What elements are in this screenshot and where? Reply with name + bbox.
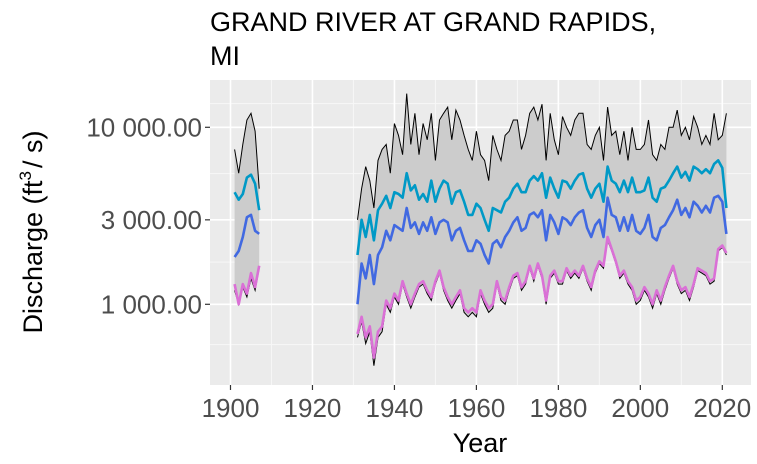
x-tick-label: 2000	[611, 393, 669, 423]
y-tick-label: 10 000.00	[86, 112, 202, 142]
x-tick-label: 1920	[284, 393, 342, 423]
series-lower-line-segment-1	[356, 235, 728, 359]
discharge-range-ribbons	[234, 93, 727, 366]
x-tick-label: 1960	[447, 393, 505, 423]
x-tick-label: 1980	[529, 393, 587, 423]
y-tick-label: 3 000.00	[101, 205, 202, 235]
y-axis: 1 000.00 3 000.00 10 000.00	[86, 112, 210, 319]
chart-title-line-2: MI	[210, 41, 240, 71]
x-tick-label: 1940	[366, 393, 424, 423]
y-tick-label: 1 000.00	[101, 289, 202, 319]
chart-title-line-1: GRAND RIVER AT GRAND RAPIDS,	[210, 7, 656, 37]
x-axis-title: Year	[453, 428, 508, 458]
discharge-series-lines	[233, 159, 728, 359]
series-lower-line-segment-0	[233, 265, 261, 306]
series-mid-line-segment-1	[356, 194, 728, 305]
series-upper-line-segment-1	[356, 159, 728, 256]
ribbon-upper-edge-segment-0	[234, 111, 260, 189]
x-tick-label: 2020	[693, 393, 751, 423]
ribbon-area-segment-1	[357, 93, 727, 366]
x-tick-label: 1900	[202, 393, 260, 423]
y-axis-title-superscript: 3	[16, 171, 35, 180]
ribbon-upper-edge-segment-1	[357, 93, 727, 220]
x-axis: 1900 1920 1940 1960 1980 2000 2020	[202, 385, 751, 423]
y-axis-title: Discharge (ft3 / s)	[16, 130, 48, 333]
y-axis-title-tail: / s)	[18, 130, 48, 168]
y-axis-title-main: Discharge (ft	[18, 180, 48, 334]
series-upper-line-segment-0	[233, 173, 261, 211]
series-mid-line-segment-0	[233, 213, 260, 258]
